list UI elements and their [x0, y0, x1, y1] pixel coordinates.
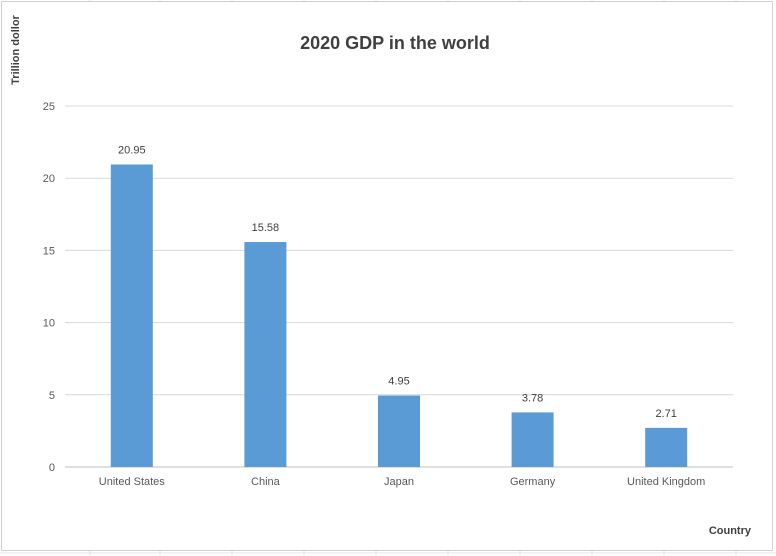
- data-label: 3.78: [522, 392, 543, 404]
- bar[interactable]: [511, 412, 554, 467]
- bar[interactable]: [110, 164, 153, 467]
- x-axis-title: Country: [709, 525, 752, 537]
- y-tick-label: 10: [43, 318, 55, 330]
- x-axis-ticks: United States China Japan Germany United Kin…: [99, 476, 706, 488]
- data-label: 20.95: [118, 144, 146, 156]
- x-tick-label: United Kingdom: [627, 476, 705, 488]
- y-tick-label: 5: [49, 390, 55, 402]
- y-tick-label: 20: [43, 173, 55, 185]
- y-axis-title: Trillion dollor: [10, 14, 22, 84]
- bar[interactable]: [645, 427, 688, 467]
- bar[interactable]: [244, 242, 287, 467]
- x-tick-label: United States: [99, 476, 166, 488]
- bar[interactable]: [378, 395, 420, 467]
- data-label: 2.71: [655, 408, 676, 420]
- data-label: 4.95: [388, 376, 409, 388]
- y-tick-label: 15: [43, 245, 55, 257]
- gridlines: [65, 105, 733, 468]
- x-tick-label: Japan: [384, 476, 414, 488]
- y-tick-label: 0: [49, 462, 55, 474]
- bars: [110, 164, 688, 467]
- x-tick-label: China: [251, 476, 281, 488]
- data-labels: 20.95 15.58 4.95 3.78 2.71: [118, 144, 677, 419]
- chart-title: 2020 GDP in the world: [300, 33, 490, 53]
- y-tick-label: 25: [43, 101, 55, 113]
- y-axis-ticks: 0 5 10 15 20 25: [43, 101, 55, 474]
- x-tick-label: Germany: [510, 476, 556, 488]
- data-label: 15.58: [252, 222, 280, 234]
